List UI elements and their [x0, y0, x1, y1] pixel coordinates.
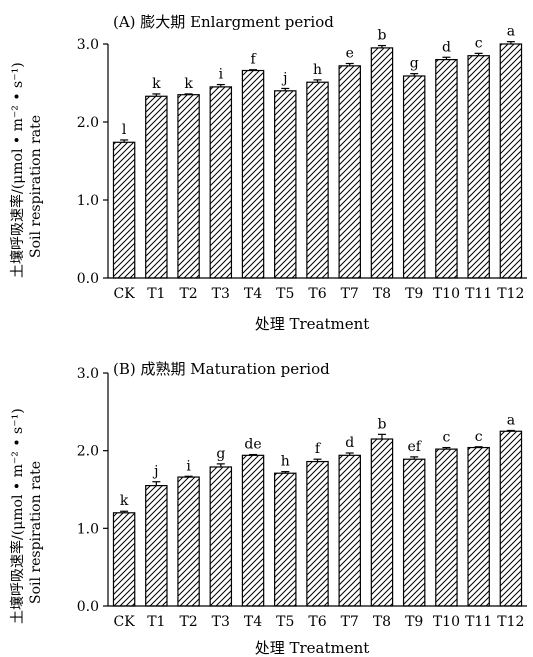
y-tick-label: 3.0 [77, 37, 99, 53]
x-tick-label: T10 [433, 614, 460, 630]
x-tick-label: T10 [433, 286, 460, 302]
chart-title: (A) 膨大期 Enlargment period [113, 13, 334, 31]
x-tick-label: T8 [373, 286, 391, 302]
significance-letter: f [315, 441, 322, 457]
bar-T12 [499, 430, 523, 607]
x-tick-label: CK [114, 614, 136, 630]
significance-letter: a [507, 412, 515, 428]
significance-letter: c [443, 430, 451, 446]
significance-letter: b [377, 28, 386, 44]
x-tick-label: T12 [497, 286, 524, 302]
x-tick-label: T4 [244, 286, 262, 302]
bar-T2 [177, 94, 200, 279]
x-tick-label: T8 [373, 614, 391, 630]
significance-letter: ef [407, 439, 422, 455]
x-tick-label: T1 [147, 614, 165, 630]
bar-T9 [402, 75, 426, 279]
y-axis-label-cn: 土壤呼吸速率/(μmol • m⁻² • s⁻¹) [9, 408, 26, 624]
x-tick-label: T6 [308, 286, 326, 302]
bar-T4 [241, 454, 265, 607]
panel-enlargement: (A) 膨大期 Enlargment period 土壤呼吸速率/(μmol •… [9, 13, 527, 333]
significance-letter: i [186, 458, 191, 474]
y-tick-label: 2.0 [77, 115, 99, 131]
y-tick-label: 3.0 [77, 366, 99, 382]
significance-letter: a [507, 24, 515, 40]
bar-T1 [145, 95, 168, 279]
significance-letter: c [475, 429, 483, 445]
x-tick-label: T5 [276, 286, 294, 302]
x-axis-label: 处理 Treatment [255, 315, 370, 333]
bar-T5 [274, 472, 297, 607]
bar-T4 [241, 69, 265, 279]
panel-maturation: (B) 成熟期 Maturation period 土壤呼吸速率/(μmol •… [9, 360, 527, 657]
bar-CK [112, 512, 136, 607]
bar-CK [112, 141, 136, 279]
bar-T7 [338, 454, 361, 607]
significance-letter: k [152, 76, 161, 92]
significance-letter: e [346, 46, 354, 62]
significance-letter: b [377, 416, 386, 432]
significance-letter: g [410, 56, 419, 72]
x-tick-label: T6 [308, 614, 326, 630]
x-tick-label: T2 [179, 286, 197, 302]
significance-letter: g [216, 446, 225, 462]
y-axis-label-en: Soil respiration rate [28, 115, 44, 258]
x-tick-label: T7 [341, 614, 359, 630]
x-tick-label: T9 [405, 286, 423, 302]
significance-letter: j [281, 70, 287, 86]
x-tick-label: T3 [212, 286, 230, 302]
x-tick-label: T11 [465, 286, 492, 302]
bar-T12 [499, 43, 523, 279]
y-axis-label-cn: 土壤呼吸速率/(μmol • m⁻² • s⁻¹) [9, 62, 26, 278]
bar-T8 [370, 438, 394, 607]
bar-T1 [145, 485, 168, 607]
x-tick-label: T11 [465, 614, 492, 630]
bar-T6 [306, 81, 329, 279]
bar-T10 [435, 448, 458, 607]
significance-letter: d [345, 435, 354, 451]
significance-letter: l [122, 122, 127, 138]
y-tick-label: 2.0 [77, 444, 99, 460]
x-tick-label: T1 [147, 286, 165, 302]
y-axis-label-en: Soil respiration rate [28, 461, 44, 604]
y-tick-label: 0.0 [77, 271, 99, 287]
x-tick-label: T3 [212, 614, 230, 630]
y-tick-label: 0.0 [77, 599, 99, 615]
significance-letter: f [250, 52, 257, 68]
x-tick-label: T2 [179, 614, 197, 630]
significance-letter: h [313, 62, 322, 78]
bar-T7 [338, 65, 361, 279]
bar-T11 [467, 446, 490, 607]
x-tick-label: T12 [497, 614, 524, 630]
y-tick-label: 1.0 [77, 193, 99, 209]
significance-letter: de [244, 437, 261, 453]
bar-T3 [209, 86, 233, 279]
chart-title: (B) 成熟期 Maturation period [113, 360, 330, 378]
x-axis-label: 处理 Treatment [255, 639, 370, 657]
significance-letter: k [120, 493, 129, 509]
x-tick-label: T7 [341, 286, 359, 302]
significance-letter: h [281, 454, 290, 470]
bar-T9 [402, 458, 426, 607]
significance-letter: i [219, 67, 224, 83]
bar-T6 [306, 460, 329, 607]
bar-T5 [274, 90, 297, 279]
bar-T3 [209, 466, 233, 607]
y-tick-label: 1.0 [77, 521, 99, 537]
x-tick-label: T5 [276, 614, 294, 630]
bar-T11 [467, 55, 490, 279]
significance-letter: d [442, 39, 451, 55]
significance-letter: j [152, 464, 158, 480]
bar-T8 [370, 47, 394, 279]
bar-T10 [435, 58, 458, 279]
x-tick-label: CK [114, 286, 136, 302]
bar-T2 [177, 476, 200, 607]
x-tick-label: T4 [244, 614, 262, 630]
significance-letter: k [184, 76, 193, 92]
significance-letter: c [475, 35, 483, 51]
x-tick-label: T9 [405, 614, 423, 630]
